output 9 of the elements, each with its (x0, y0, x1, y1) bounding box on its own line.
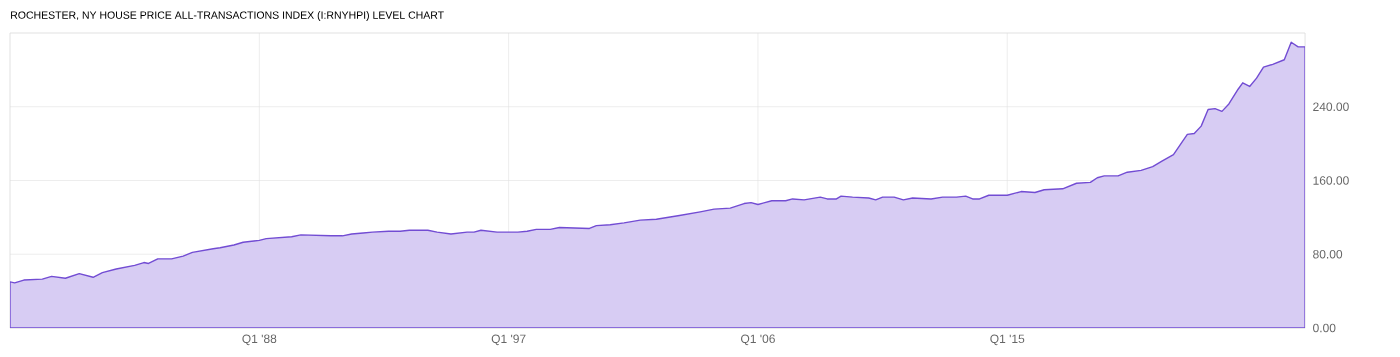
x-tick-label: Q1 '97 (491, 334, 526, 346)
x-tick-label: Q1 '06 (741, 334, 775, 346)
y-tick-label: 80.00 (1313, 250, 1343, 259)
y-tick-label: 240.00 (1313, 102, 1349, 111)
x-tick-label: Q1 '15 (990, 334, 1025, 346)
chart-title: ROCHESTER, NY HOUSE PRICE ALL-TRANSACTIONS INDEX (I:RNYHPI) LEVEL CHART (11, 11, 444, 21)
x-tick-label: Q1 '88 (242, 334, 277, 346)
y-tick-label: 160.00 (1313, 176, 1349, 185)
y-tick-label: 0.00 (1313, 323, 1336, 333)
